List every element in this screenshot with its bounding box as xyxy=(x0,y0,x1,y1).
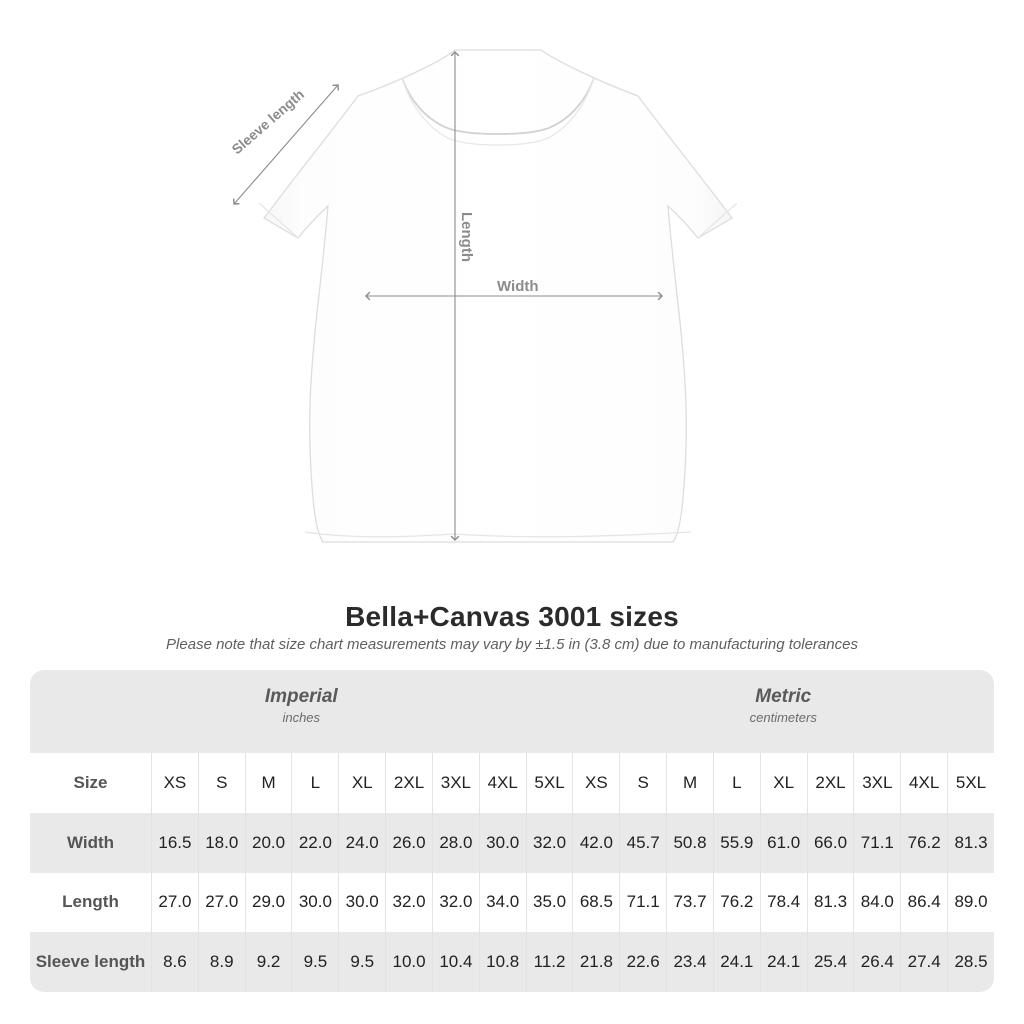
svg-text:Length: Length xyxy=(458,212,475,262)
svg-text:Sleeve length: Sleeve length xyxy=(228,86,307,157)
svg-text:Width: Width xyxy=(497,278,539,295)
